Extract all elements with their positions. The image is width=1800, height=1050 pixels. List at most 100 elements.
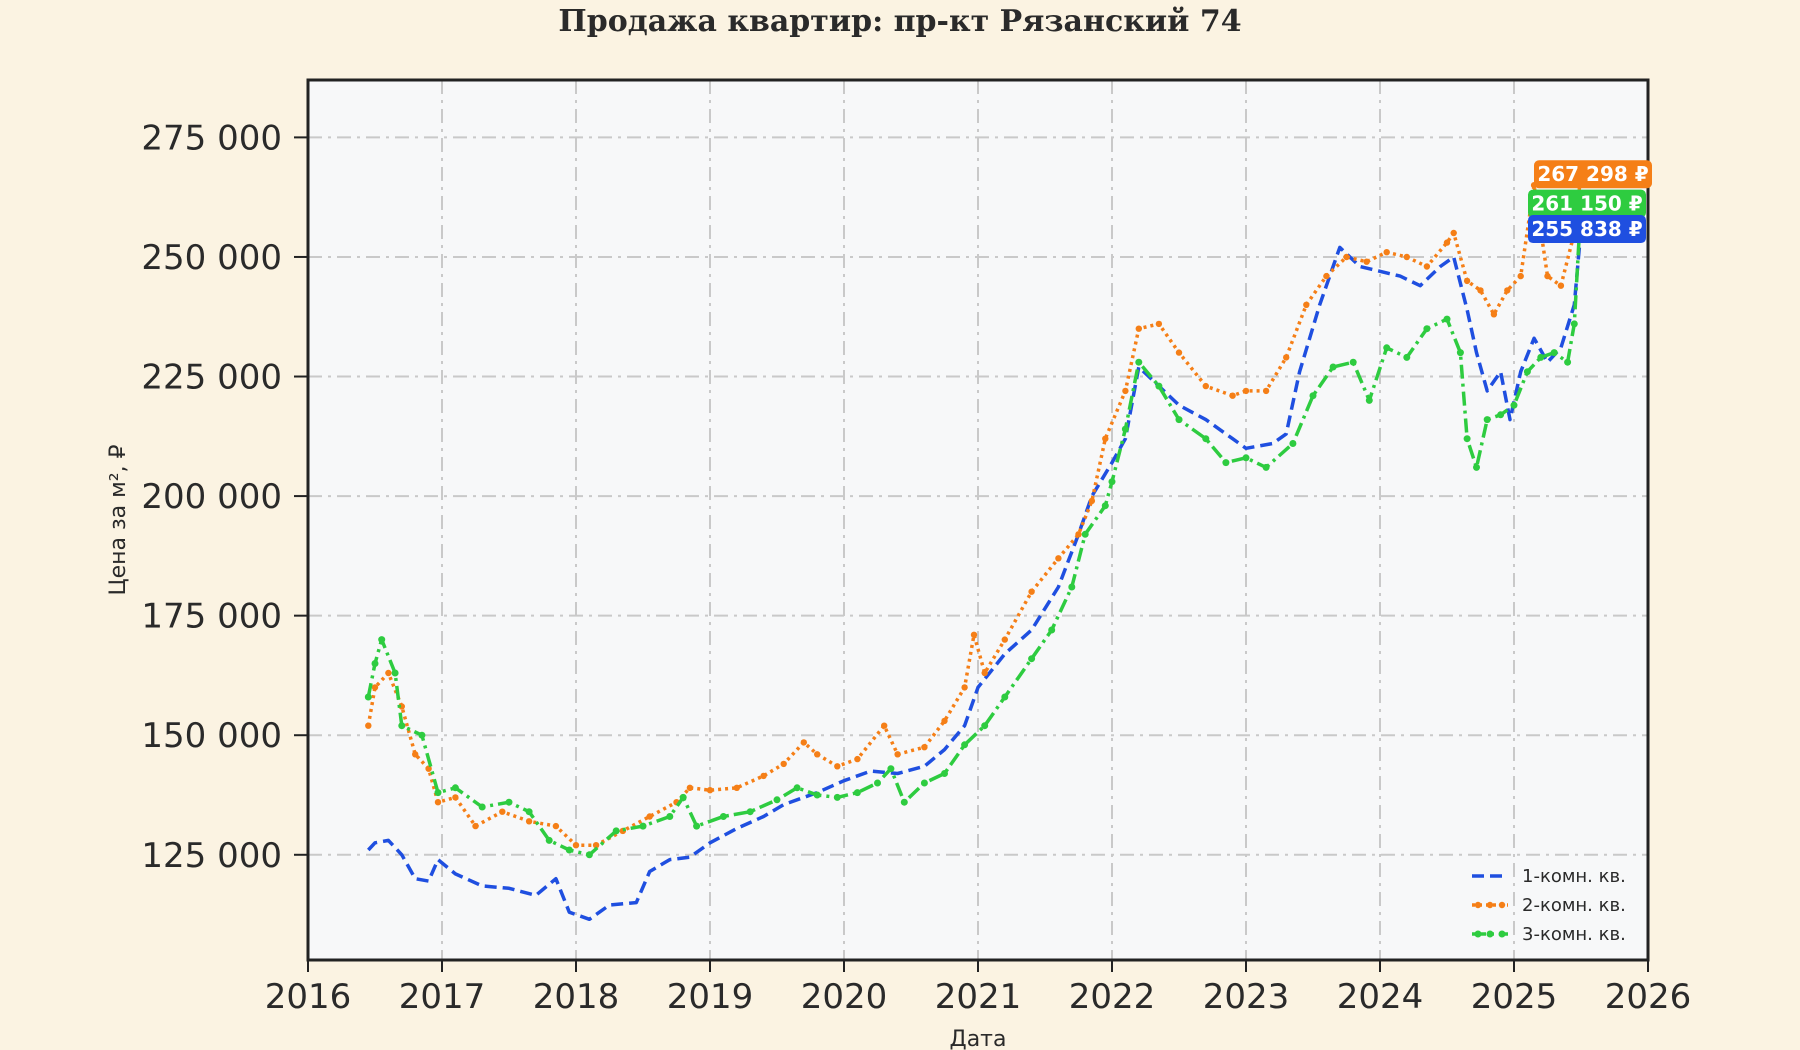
data-point: [920, 779, 928, 787]
data-point: [719, 813, 727, 820]
data-point: [1463, 435, 1471, 443]
data-point: [1423, 263, 1431, 270]
legend-label: 1-комн. кв.: [1522, 866, 1626, 887]
x-tick-label: 2024: [1337, 977, 1424, 1017]
data-point: [981, 669, 988, 677]
y-tick-label: 125 000: [141, 836, 282, 876]
data-point: [1202, 435, 1210, 443]
badge-background: [1534, 160, 1652, 189]
data-point: [385, 669, 392, 677]
data-point: [434, 789, 442, 797]
data-point: [853, 789, 861, 797]
data-point: [773, 796, 781, 804]
x-tick-label: 2021: [935, 977, 1022, 1017]
badge-label: 267 298 ₽: [1537, 162, 1648, 186]
badge-background: [1528, 189, 1646, 218]
data-point: [1323, 272, 1330, 280]
data-point: [1229, 392, 1236, 399]
legend-marker: [1486, 901, 1494, 909]
legend-item: 1-комн. кв.: [1472, 866, 1626, 887]
legend-marker: [1498, 901, 1506, 909]
data-point: [1570, 320, 1578, 328]
data-point: [746, 808, 754, 816]
data-point: [1363, 258, 1370, 265]
data-point: [793, 784, 801, 792]
data-point: [800, 739, 807, 746]
series-1: [367, 228, 1583, 922]
data-point: [1383, 344, 1391, 352]
legend-item: 3-комн. кв.: [1472, 924, 1626, 945]
data-point: [813, 791, 821, 799]
data-point: [434, 799, 442, 806]
data-point: [1242, 387, 1250, 395]
data-point: [639, 822, 647, 830]
data-point: [1443, 239, 1451, 246]
x-tick-label: 2022: [1069, 977, 1156, 1017]
data-point: [1463, 277, 1471, 285]
series-2: [365, 171, 1585, 849]
data-point: [525, 818, 533, 825]
legend-marker: [1498, 930, 1506, 938]
data-point: [693, 822, 701, 830]
data-point: [472, 822, 479, 830]
data-point: [1383, 249, 1390, 256]
data-point: [552, 822, 560, 830]
data-point: [780, 760, 787, 768]
data-point: [1202, 382, 1210, 390]
data-point: [1242, 454, 1250, 462]
data-point: [854, 755, 861, 763]
y-tick-label: 275 000: [141, 118, 282, 158]
y-tick-label: 250 000: [141, 238, 282, 278]
data-point: [760, 772, 767, 780]
data-point: [1068, 583, 1076, 591]
data-point: [451, 784, 459, 792]
x-tick-label: 2026: [1605, 977, 1692, 1017]
data-point: [391, 669, 399, 677]
data-point: [1135, 325, 1143, 332]
data-point: [371, 660, 379, 667]
data-point: [887, 765, 895, 773]
data-point: [1504, 287, 1511, 294]
data-point: [1423, 325, 1431, 333]
data-point: [1564, 358, 1572, 366]
data-point: [941, 717, 948, 725]
data-point: [874, 779, 881, 787]
data-point: [572, 842, 580, 849]
data-point: [505, 798, 513, 806]
data-point: [1497, 411, 1505, 419]
data-point: [1303, 301, 1310, 308]
data-point: [565, 846, 573, 854]
x-tick-label: 2017: [399, 977, 486, 1017]
data-point: [894, 751, 901, 758]
data-point: [418, 731, 426, 739]
data-point: [814, 751, 821, 758]
data-point: [1550, 349, 1558, 357]
data-point: [733, 784, 740, 791]
data-point: [686, 784, 694, 791]
chart-title: Продажа квартир: пр-кт Рязанский 74: [558, 4, 1241, 39]
data-point: [1544, 272, 1551, 280]
data-point: [1081, 530, 1089, 538]
data-point: [1537, 353, 1545, 361]
data-point: [1510, 401, 1518, 409]
data-point: [1222, 459, 1230, 467]
legend-label: 2-комн. кв.: [1522, 895, 1626, 916]
series-line: [366, 203, 1583, 857]
data-point: [1262, 463, 1270, 471]
y-axis-label: Цена за м², ₽: [106, 444, 131, 595]
data-point: [1175, 416, 1183, 424]
data-point: [585, 851, 593, 859]
data-point: [1175, 349, 1183, 356]
data-point: [1001, 693, 1009, 701]
x-axis-label: Дата: [950, 1027, 1007, 1050]
data-point: [545, 836, 553, 844]
y-tick-label: 150 000: [141, 716, 282, 756]
series-3: [364, 200, 1585, 859]
data-point: [1456, 349, 1464, 357]
last-value-badges: 267 298 ₽ 261 150 ₽255 838 ₽: [1528, 160, 1652, 244]
data-point: [1517, 272, 1524, 280]
data-point: [425, 765, 432, 772]
data-point: [1101, 502, 1109, 510]
